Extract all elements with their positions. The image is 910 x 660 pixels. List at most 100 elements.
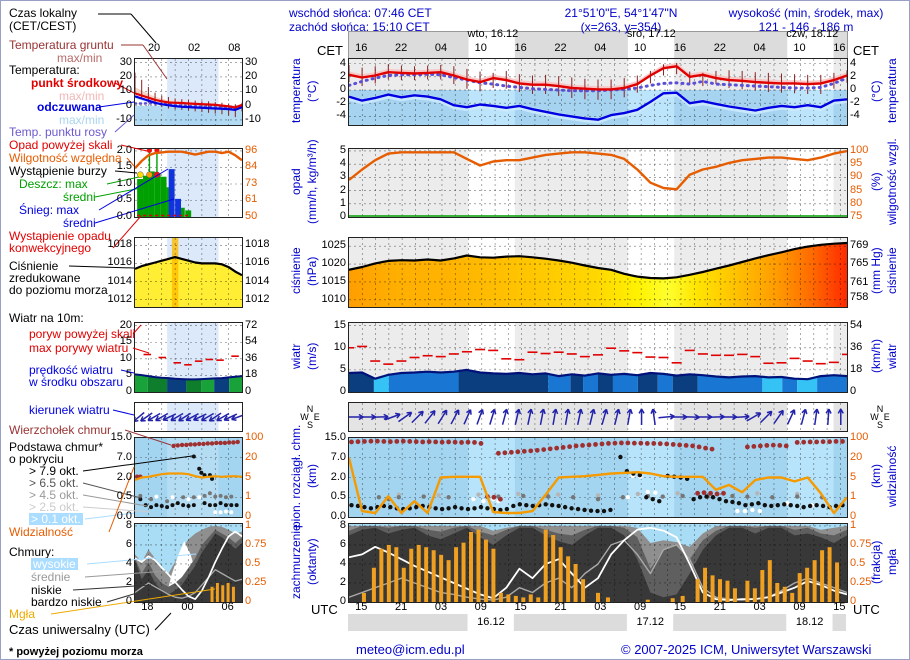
panel-precip-humidity-main [348,148,848,218]
mini-utc-tick-1: 00 [181,601,194,613]
panel-pressure-main [348,237,848,308]
mini-wind-tick-right: 18 [245,368,258,381]
compass-left-letters: N [306,404,314,414]
date-label-0: 16.12 [477,616,505,628]
altitude-values: 121 - 146 - 186 m [758,20,854,34]
legend-od-maxmin: max/min [59,113,105,127]
mini-precip-tick-left: 0.5 [116,193,132,206]
wind-tick-right: 18 [850,362,863,375]
mini-cet-tick-0: 20 [147,42,161,54]
pressure-tick-right: 769 [850,238,869,251]
cet-tick-4: 16 [514,42,527,54]
utc-tick-7: 09 [634,601,647,613]
mini-wind-tick-right: 0 [245,385,252,397]
cloudiness-tick-left: 0 [339,595,346,607]
mini-fog-tick-right: 1 [245,518,252,531]
temp-tick-left: 2 [339,69,346,82]
temp-tick-left: -4 [336,109,346,122]
pressure-tick-right: 765 [850,257,869,270]
mini-temp-tick-left: 30 [119,55,132,68]
opad-tick-left: 2 [339,183,346,196]
mini-fog-tick-right: 0.5 [245,556,261,569]
mini-wind-tick-right: 54 [245,335,258,348]
utc-tick-9: 21 [713,601,726,613]
legend-podstawa2: o pokryciu [9,452,64,466]
legend-bniskie: bardzo niskie [31,595,102,609]
legend-okt45: > 4.5 okt. [29,488,79,502]
panel-temperature-main [347,58,849,126]
mini-wind-tick-right: 72 [245,318,258,331]
legend-chmury: Chmury: [9,545,55,559]
cloudiness-tick-left: 4 [339,556,346,569]
cet-tick-6: 04 [594,42,607,54]
pressure-tick-right: 758 [850,290,869,303]
mini-humidity-tick-right: 73 [245,176,258,189]
mini-wind-tick-left: 10 [119,351,132,364]
legend-cisnienie2: zredukowane [9,271,81,285]
compass-left-letters: S [306,420,313,430]
mini-pressure-tick-right: 1018 [245,238,270,251]
day-name-1: śro, 17.12 [626,28,676,40]
copyright-text: © 2007-2025 ICM, Uniwersytet Warszawski [621,642,872,657]
mini-temp-tick-left: 0 [125,98,132,111]
legend-opad-konw1: Wystąpienie opadu [9,229,111,243]
opad-tick-left: 0 [339,210,346,222]
mini-temp-tick-left: 20 [119,69,132,82]
humidity-tick-right: 80 [850,196,863,209]
cet-tick-3: 10 [474,42,487,54]
legend-okt65: > 6.5 okt. [29,476,79,490]
legend-czas-utc: Czas uniwersalny (UTC) [9,622,150,637]
mini-temp-tick-right: 0 [245,98,252,111]
legend-okt25: > 2.5 okt. [29,500,79,514]
mini-utc-tick-2: 06 [221,601,234,613]
cet-label-left: CET [317,43,343,58]
mini-pressure-tick-right: 1014 [245,274,270,287]
visibility-tick-right: 5 [850,470,857,483]
cet-tick-12: 16 [833,42,846,54]
humidity-tick-right: 90 [850,170,863,183]
legend-odczuwana: odczuwana [37,100,102,114]
mini-wind-tick-right: 36 [245,351,258,364]
mini-pressure-tick-left: 1018 [107,238,132,251]
temp-tick-right: 2 [850,69,857,82]
compass-right-letters: W E [870,412,890,422]
panel-wind-direction-mini [132,402,246,432]
clouds-tick-left: 0.5 [330,490,346,503]
mini-precip-tick-left: 1.0 [116,176,132,189]
fog-tick-right: 0.25 [850,575,872,588]
utc-tick-0: 15 [355,601,368,613]
legend-mgla: Mgła [9,607,36,621]
cet-tick-11: 10 [793,42,806,54]
fog-tick-right: 0.75 [850,537,872,550]
cet-tick-2: 04 [434,42,448,54]
cloudiness-tick-left: 6 [339,537,346,550]
mini-temp-tick-right: 30 [245,55,258,68]
legend-okt79: > 7.9 okt. [29,464,79,478]
mini-visibility-tick-right: 1 [245,490,252,503]
panel-pressure-mini [134,237,243,308]
compass-left-letters: W E [300,412,320,422]
day-name-2: czw, 18.12 [786,28,839,40]
legend-wysokie: wysokie [31,557,78,571]
cloudiness-tick-left: 8 [339,518,346,531]
mini-pressure-tick-left: 1014 [107,274,132,287]
email-link[interactable]: meteo@icm.edu.pl [356,642,465,657]
day-name-0: wto, 16.12 [467,28,519,40]
cet-tick-1: 22 [394,42,408,54]
legend-punkt-rosy: Temp. punktu rosy [9,125,108,139]
utc-tick-1: 21 [394,601,408,613]
mini-precip-tick-left: 1.5 [116,160,132,173]
mini-clouds-tick-left: 2.0 [116,470,132,483]
mini-cloudiness-tick-left: 6 [125,537,132,550]
legend-snieg-max: Śnieg: max [19,203,80,217]
wind-tick-left: 5 [339,362,346,375]
sunrise-text: wschód słońca: 07:46 CET [289,6,432,20]
mini-precip-tick-left: 2.0 [116,143,132,156]
legend-wierzcholek: Wierzchołek chmur [9,423,112,437]
header-time-strip [348,31,848,59]
mini-fog-tick-right: 0.75 [245,537,267,550]
panel-cloudiness-main [348,523,848,603]
wind-tick-left: 10 [333,340,346,353]
legend-deszcz-sredni: średni [63,190,96,204]
